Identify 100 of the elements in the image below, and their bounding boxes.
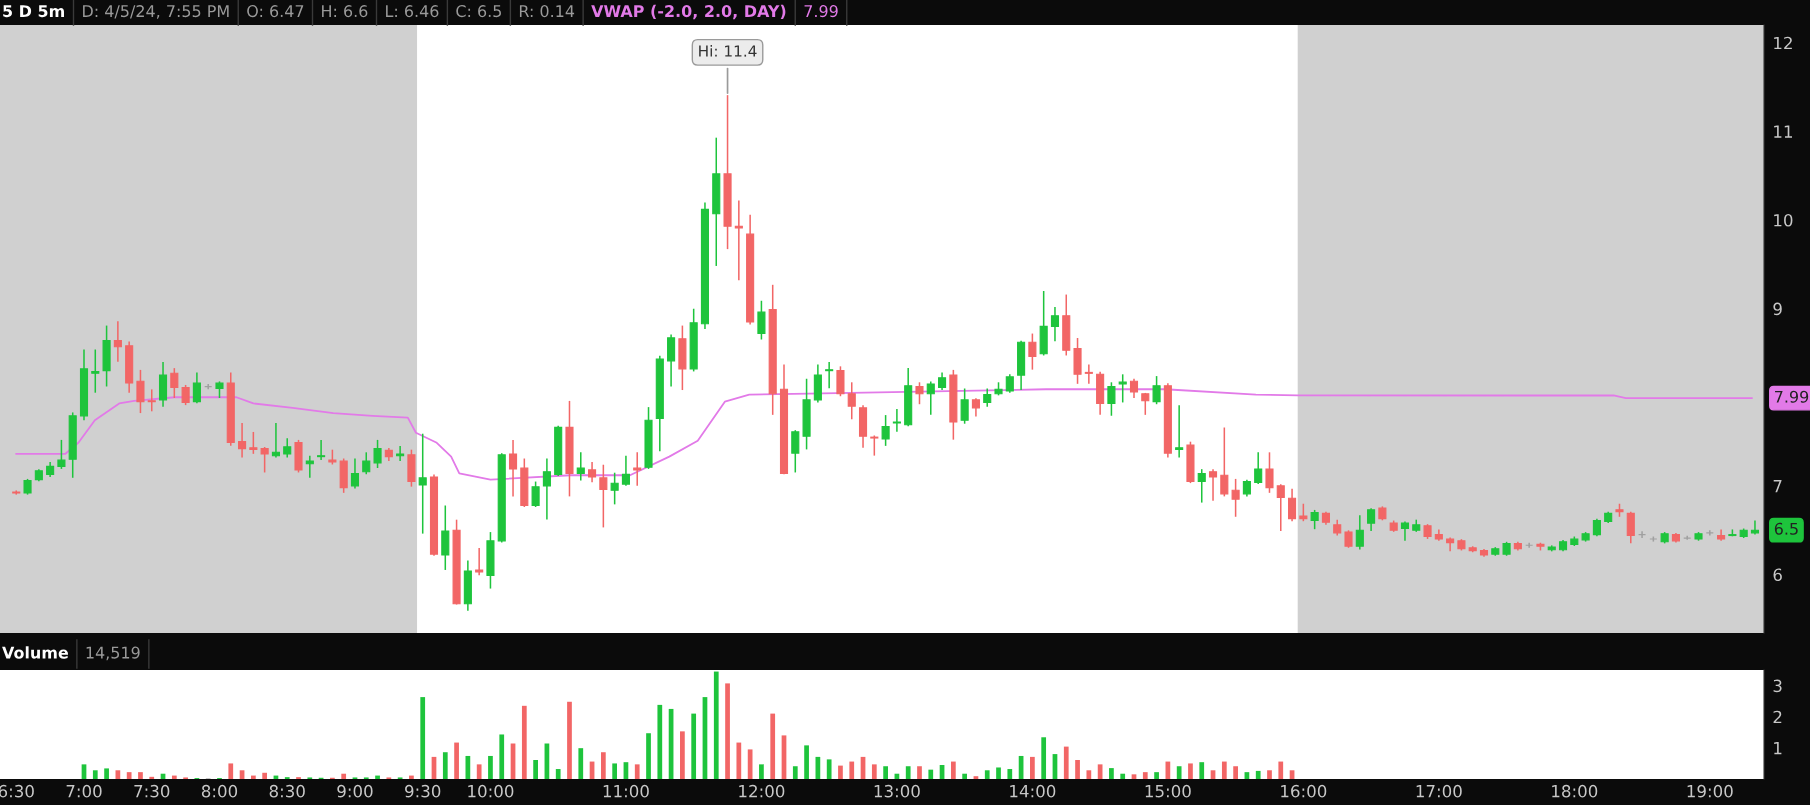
bar	[1233, 766, 1238, 779]
candlestick	[531, 481, 540, 508]
bar	[375, 775, 380, 779]
candlestick	[825, 361, 834, 389]
bar	[138, 772, 143, 779]
candlestick	[881, 415, 890, 446]
bar	[126, 772, 132, 779]
bar	[555, 769, 561, 779]
bar	[1221, 761, 1227, 779]
candlestick	[238, 423, 247, 458]
bar	[454, 742, 459, 779]
candlestick	[57, 439, 66, 469]
bar	[905, 766, 911, 779]
bar	[149, 776, 155, 779]
bar	[871, 764, 877, 779]
bar	[476, 764, 482, 779]
candlestick	[1118, 374, 1127, 403]
bar	[262, 772, 268, 779]
bar	[792, 766, 798, 779]
y-tick-label: 12	[1774, 36, 1792, 50]
x-tick-label: 12:00	[739, 784, 785, 798]
candlestick	[1107, 382, 1116, 416]
bar	[612, 763, 618, 779]
x-tick-label: 11:00	[603, 784, 649, 798]
candlestick	[757, 300, 766, 340]
bar	[838, 765, 843, 779]
bar	[770, 713, 776, 779]
candlestick	[192, 372, 201, 404]
bar	[1267, 770, 1272, 779]
candlestick	[373, 439, 382, 469]
bar	[646, 733, 651, 779]
candlestick	[418, 433, 427, 534]
candlestick	[1626, 511, 1635, 544]
candlestick	[1028, 333, 1037, 370]
x-tick-label: 8:00	[201, 784, 238, 798]
bar	[996, 767, 1001, 779]
candlestick	[847, 382, 856, 420]
candlestick	[1400, 521, 1410, 541]
candlestick	[1220, 427, 1229, 497]
x-tick-label: 19:00	[1687, 784, 1733, 798]
bar	[1030, 756, 1035, 779]
candlestick	[508, 439, 518, 497]
candlestick	[170, 368, 179, 399]
x-tick-label: 13:00	[874, 784, 920, 798]
text: O: 6.47	[247, 5, 304, 18]
candlestick	[633, 452, 642, 486]
candlestick	[1152, 376, 1161, 405]
bar	[713, 671, 719, 779]
candlestick	[892, 408, 901, 432]
bar	[499, 734, 505, 779]
candlestick	[926, 381, 935, 415]
chart-title: 5 D 5m	[3, 5, 64, 18]
candlestick	[91, 349, 100, 393]
candlestick	[1265, 452, 1274, 493]
candlestick	[249, 431, 258, 454]
candlestick	[317, 439, 326, 461]
candlestick	[1175, 405, 1184, 458]
annotation: 6.5	[1774, 522, 1798, 535]
bar	[578, 748, 584, 779]
bar	[736, 742, 742, 779]
candlestick	[475, 548, 484, 576]
candlestick	[1084, 364, 1093, 384]
bar	[634, 764, 640, 779]
candlestick	[1446, 537, 1455, 552]
bar	[521, 705, 527, 779]
text: C: 6.5	[456, 5, 501, 18]
candlestick	[915, 382, 924, 405]
bar	[1007, 769, 1013, 779]
x-tick-label: 9:00	[337, 784, 373, 798]
candlestick	[1276, 484, 1285, 531]
candlestick	[147, 389, 156, 412]
bar	[341, 773, 347, 779]
candlestick	[260, 446, 269, 473]
annotation: Hi: 11.4	[699, 45, 757, 57]
x-tick-label: 9:30	[405, 784, 441, 798]
bar	[1199, 762, 1205, 779]
candlestick	[1141, 392, 1150, 415]
bar	[409, 775, 414, 779]
bar	[1188, 763, 1193, 779]
bar	[1131, 774, 1137, 779]
bar	[465, 755, 471, 779]
candlestick	[667, 334, 676, 387]
candlestick	[1050, 306, 1060, 342]
candlestick	[1288, 488, 1297, 522]
candlestick	[610, 472, 619, 505]
bar	[1176, 766, 1182, 779]
bar	[488, 755, 493, 779]
candlestick	[1367, 508, 1376, 531]
bar	[747, 749, 753, 779]
x-tick-label: 7:30	[134, 784, 170, 798]
x-tick-label: 14:00	[1010, 784, 1056, 798]
bar	[104, 768, 109, 779]
bar	[92, 770, 98, 779]
bar	[657, 704, 663, 779]
bar	[984, 770, 990, 779]
bar	[1041, 737, 1047, 779]
annotation: 7.99	[1775, 390, 1809, 403]
bar	[228, 763, 234, 779]
bar	[680, 731, 685, 779]
x-tick-label: 17:00	[1416, 784, 1462, 798]
